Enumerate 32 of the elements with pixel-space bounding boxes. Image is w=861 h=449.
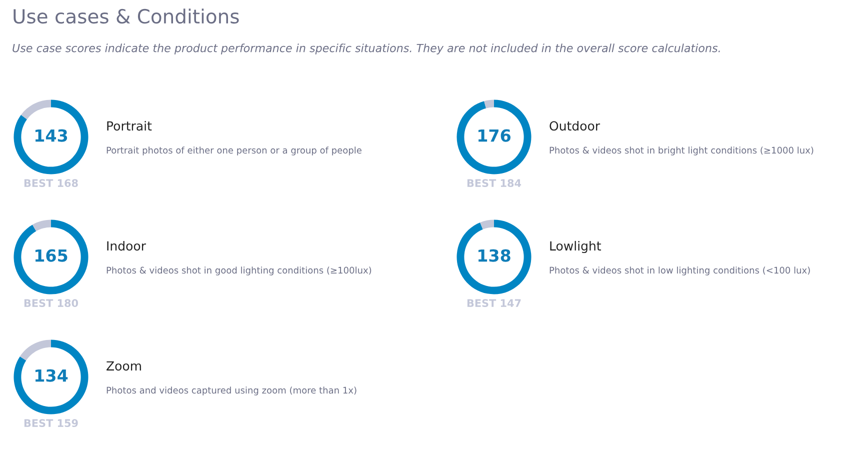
text: BEST 184: [467, 179, 522, 188]
text: Photos & videos shot in low lighting conditions (<100 lux): [550, 266, 810, 276]
donut-slice: [484, 100, 494, 108]
text: Lowlight: [550, 240, 602, 254]
donut-slice: [20, 340, 51, 361]
text: Portrait photos of either one person or a group of people: [106, 146, 362, 156]
donut-slice: [14, 220, 88, 294]
donut-slice: [456, 220, 532, 294]
donut-slice: [14, 100, 88, 174]
donut-slice: [32, 220, 51, 232]
text: 165: [35, 249, 68, 262]
text: BEST 168: [24, 179, 78, 188]
text: BEST 159: [24, 419, 78, 428]
text: Outdoor: [550, 120, 600, 131]
donut-slice: [456, 100, 532, 174]
text: BEST 147: [467, 299, 521, 308]
text: Portrait: [107, 120, 152, 131]
text: BEST 180: [24, 299, 78, 308]
donut-slice: [14, 340, 88, 414]
text: Use case scores indicate the product performance in specific situations. They are not included in the overall score calculations.: [12, 44, 720, 54]
text: 143: [35, 129, 68, 142]
text: Use cases & Conditions: [14, 8, 239, 24]
text: Zoom: [106, 361, 141, 371]
text: Photos and videos captured using zoom (more than 1x): [106, 386, 356, 396]
text: Photos & videos shot in good lighting conditions (≥100lux): [106, 266, 372, 276]
donut-slice: [480, 220, 494, 230]
text: 138: [478, 249, 510, 262]
text: Photos & videos shot in bright light conditions (≥1000 lux): [550, 146, 814, 156]
text: Indoor: [107, 240, 146, 251]
donut-slice: [21, 100, 51, 120]
text: 134: [35, 369, 68, 382]
text: 176: [478, 129, 510, 142]
